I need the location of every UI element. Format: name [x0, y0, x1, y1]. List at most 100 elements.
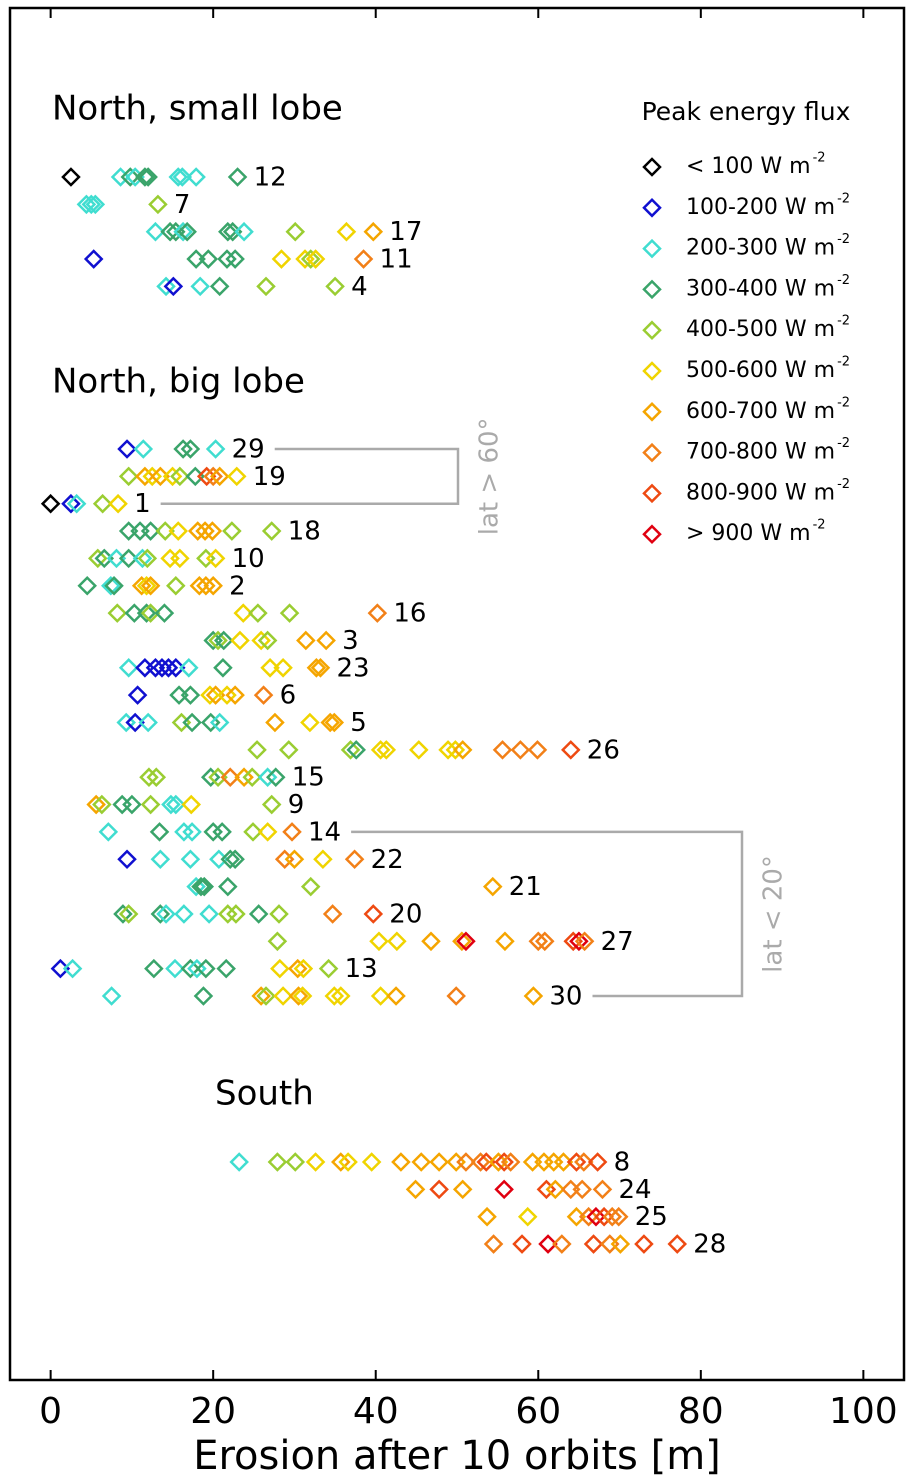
marker	[586, 1206, 606, 1227]
marker	[284, 849, 305, 870]
marker	[340, 740, 361, 760]
marker	[200, 685, 220, 705]
marker	[265, 767, 286, 787]
legend-label: 100-200 W m	[686, 195, 835, 220]
x-tick-label: 80	[678, 1391, 724, 1432]
marker	[139, 767, 159, 787]
marker	[77, 575, 97, 596]
marker	[574, 1152, 594, 1172]
legend-exponent: -2	[837, 191, 850, 206]
marker	[180, 439, 201, 459]
marker	[512, 1234, 532, 1254]
marker	[209, 276, 230, 297]
marker	[85, 194, 106, 215]
x-axis-label: Erosion after 10 orbits [m]	[193, 1433, 721, 1479]
legend-marker	[642, 320, 662, 340]
row-label: 1	[134, 489, 151, 519]
marker	[170, 466, 190, 487]
marker	[195, 521, 215, 541]
marker	[273, 986, 293, 1006]
marker	[166, 794, 186, 815]
marker	[293, 958, 314, 979]
marker	[162, 466, 183, 487]
marker	[217, 249, 237, 269]
marker	[331, 1152, 351, 1172]
marker	[218, 904, 238, 924]
legend-marker	[642, 198, 662, 218]
marker	[196, 575, 216, 596]
marker	[261, 521, 282, 541]
marker	[369, 931, 389, 952]
marker	[140, 521, 161, 541]
group-title: North, big lobe	[52, 362, 305, 402]
marker	[187, 521, 208, 541]
marker	[132, 548, 153, 569]
row-label: 13	[345, 954, 378, 984]
marker	[267, 1152, 288, 1172]
marker	[257, 767, 278, 787]
marker	[386, 986, 406, 1006]
marker	[370, 740, 391, 760]
marker	[300, 712, 320, 733]
legend-label: 800-900 W m	[686, 480, 835, 505]
marker	[288, 986, 309, 1006]
row-label: 19	[253, 462, 286, 492]
marker	[118, 658, 139, 678]
marker	[171, 712, 192, 733]
marker	[363, 221, 384, 242]
marker	[174, 822, 194, 842]
marker	[92, 493, 113, 514]
marker	[169, 685, 189, 705]
marker	[344, 849, 365, 870]
marker	[452, 931, 472, 952]
marker	[190, 276, 210, 297]
marker	[118, 548, 139, 569]
marker	[113, 904, 133, 924]
bracket-label: lat < 20°	[759, 855, 789, 973]
marker	[135, 466, 155, 487]
marker	[166, 658, 186, 678]
marker	[438, 740, 458, 760]
legend-marker	[642, 442, 662, 463]
marker	[278, 740, 299, 760]
marker	[140, 575, 161, 596]
marker	[279, 603, 300, 623]
marker	[213, 630, 234, 651]
marker	[122, 794, 142, 815]
marker	[168, 521, 189, 541]
marker	[287, 958, 308, 979]
marker	[173, 439, 193, 459]
marker	[253, 685, 274, 705]
row-label: 7	[174, 190, 191, 220]
marker	[353, 249, 374, 269]
legend-exponent: -2	[837, 355, 850, 370]
marker	[338, 1152, 358, 1172]
marker	[553, 1152, 574, 1172]
row-label: 9	[288, 790, 305, 820]
marker	[170, 548, 190, 569]
marker	[269, 904, 289, 924]
marker	[104, 575, 124, 596]
marker	[191, 876, 211, 897]
legend-exponent: -2	[837, 477, 850, 492]
marker	[118, 521, 139, 541]
marker	[213, 658, 233, 678]
group-title: South	[215, 1074, 314, 1114]
marker	[313, 849, 333, 870]
legend-marker	[642, 361, 662, 381]
marker	[446, 986, 466, 1006]
marker	[535, 931, 555, 952]
legend-marker	[642, 157, 662, 177]
marker	[260, 658, 280, 678]
marker	[336, 221, 357, 242]
marker	[300, 249, 321, 269]
marker	[452, 740, 473, 760]
marker	[405, 1179, 426, 1200]
row-label: 21	[509, 872, 542, 902]
bracket-label: lat > 60°	[475, 417, 505, 535]
row-label: 3	[342, 626, 359, 656]
marker	[477, 1206, 497, 1227]
marker	[101, 575, 121, 596]
marker	[177, 221, 197, 242]
marker	[155, 521, 175, 541]
